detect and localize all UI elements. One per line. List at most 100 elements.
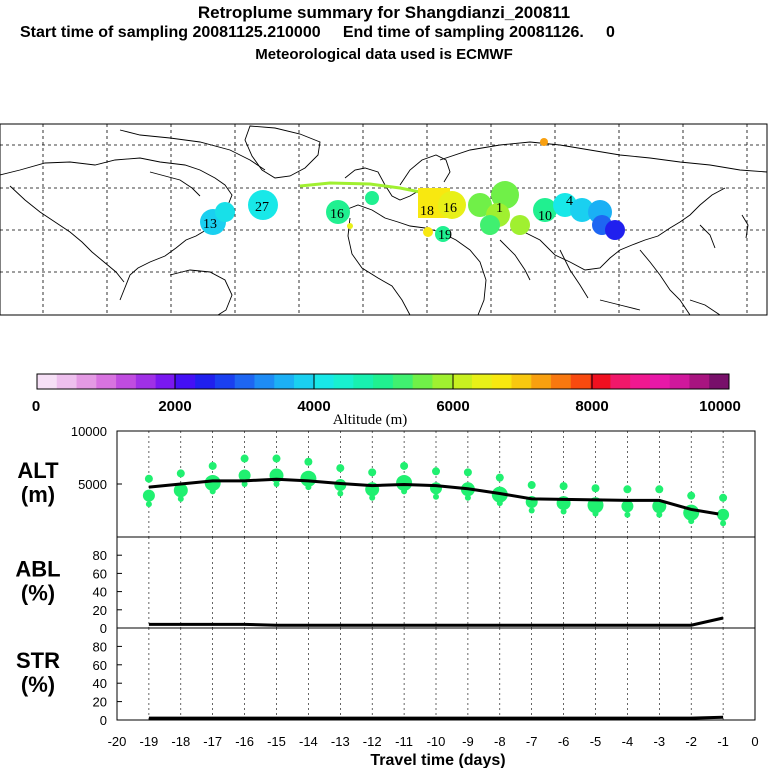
x-tick-label: -17 (203, 734, 222, 749)
plume-cluster (215, 202, 235, 222)
colorbar-swatch (412, 374, 433, 389)
panel-ylabel: ALT (17, 458, 59, 483)
timeseries-panels: ALT(m)100005000ABL(%)806040200STR(%)8060… (15, 424, 758, 768)
y-tick-label: 5000 (78, 477, 107, 492)
colorbar-swatch (373, 374, 394, 389)
x-tick-label: -5 (590, 734, 602, 749)
colorbar-swatch (96, 374, 117, 389)
cluster-marker (176, 469, 185, 478)
plume-clusters (200, 138, 625, 242)
x-tick-label: 0 (751, 734, 758, 749)
colorbar-tick: 10000 (699, 398, 741, 415)
x-tick-label: -20 (108, 734, 127, 749)
colorbar-swatch (313, 374, 335, 389)
plume-cluster (468, 193, 492, 217)
colorbar-swatch (294, 374, 315, 389)
colorbar-swatch (175, 374, 196, 389)
sampling-times: Start time of sampling 20081125.210000 E… (10, 24, 768, 42)
cluster-marker (463, 468, 472, 477)
map-label: 16 (443, 201, 457, 216)
cluster-marker (527, 481, 536, 490)
panel-ylabel: (%) (21, 672, 55, 697)
x-tick-label: -18 (171, 734, 190, 749)
map-label: 18 (420, 204, 434, 219)
cluster-marker (496, 500, 503, 507)
cluster-marker (337, 490, 344, 497)
colorbar-tick: 0 (32, 398, 40, 415)
cluster-marker (204, 474, 221, 491)
map-label: 27 (255, 200, 269, 215)
colorbar-swatch (610, 374, 631, 389)
colorbar-swatch (76, 374, 97, 389)
plume-cluster (347, 223, 353, 229)
colorbar-tick: 8000 (575, 398, 608, 415)
release-point (718, 509, 729, 520)
end-time: End time of sampling 20081126. 0 (342, 24, 615, 41)
plume-cluster (480, 215, 500, 235)
cluster-marker (304, 457, 313, 466)
colorbar-swatch (531, 374, 552, 389)
colorbar-tick: 4000 (297, 398, 330, 415)
x-tick-label: -6 (558, 734, 570, 749)
x-tick-label: -16 (235, 734, 254, 749)
plume-cluster (605, 220, 625, 240)
cluster-marker (621, 500, 634, 513)
colorbar-swatch (689, 374, 710, 389)
y-tick-label: 80 (93, 548, 107, 563)
y-tick-label: 40 (93, 585, 107, 600)
cluster-marker (464, 494, 471, 501)
cluster-marker (591, 484, 600, 493)
colorbar-swatch (234, 374, 255, 389)
start-time: Start time of sampling 20081125.210000 (20, 24, 321, 41)
cluster-marker (655, 485, 664, 494)
retroplume-map: 13 27 18 16 1 10 19 16 4 (0, 123, 768, 316)
cluster-marker (401, 488, 408, 495)
colorbar-swatch (56, 374, 78, 389)
colorbar-swatch (709, 374, 730, 389)
y-tick-label: 60 (93, 658, 107, 673)
cluster-marker (433, 493, 439, 500)
y-tick-label: 20 (93, 695, 107, 710)
map-labels: 13 27 18 16 1 10 19 16 4 (203, 194, 573, 243)
cluster-marker (720, 520, 727, 527)
cluster-marker (241, 481, 248, 487)
cluster-marker (656, 511, 663, 518)
cluster-marker (624, 511, 631, 518)
cluster-marker (369, 494, 376, 501)
cluster-marker (559, 482, 568, 491)
chart-title: Retroplume summary for Shangdianzi_20081… (197, 3, 571, 22)
colorbar-tick: 6000 (436, 398, 469, 415)
colorbar-swatch (353, 374, 374, 389)
colorbar-frame (36, 373, 730, 390)
mean-line (148, 616, 724, 627)
mean-line (148, 715, 724, 720)
met-data-line: Meteorological data used is ECMWF (255, 46, 513, 63)
plume-cluster (248, 190, 278, 220)
colorbar-tick: 2000 (158, 398, 191, 415)
cluster-marker (144, 474, 153, 483)
panel-ylabel: (m) (21, 482, 55, 507)
y-tick-label: 80 (93, 639, 107, 654)
cluster-marker (368, 468, 377, 477)
colorbar-swatch (392, 374, 414, 389)
cluster-marker (142, 489, 155, 502)
y-tick-label: 0 (100, 713, 107, 728)
colorbar-swatch (195, 374, 216, 389)
cluster-marker (209, 488, 216, 495)
x-tick-label: -1 (717, 734, 729, 749)
colorbar-swatch (630, 374, 651, 389)
colorbar-swatch (37, 374, 58, 389)
colorbar-swatch (452, 374, 473, 389)
panel-ylabel: STR (16, 648, 60, 673)
cluster-marker (238, 469, 251, 482)
x-tick-label: -9 (462, 734, 474, 749)
plume-cluster (438, 191, 466, 219)
cluster-marker (432, 467, 440, 476)
colorbar-swatch (116, 374, 137, 389)
plume-cluster (570, 198, 594, 222)
cluster-marker (336, 464, 345, 473)
colorbar-swatch (551, 374, 572, 389)
colorbar-swatch (570, 374, 592, 389)
x-tick-label: -12 (363, 734, 382, 749)
